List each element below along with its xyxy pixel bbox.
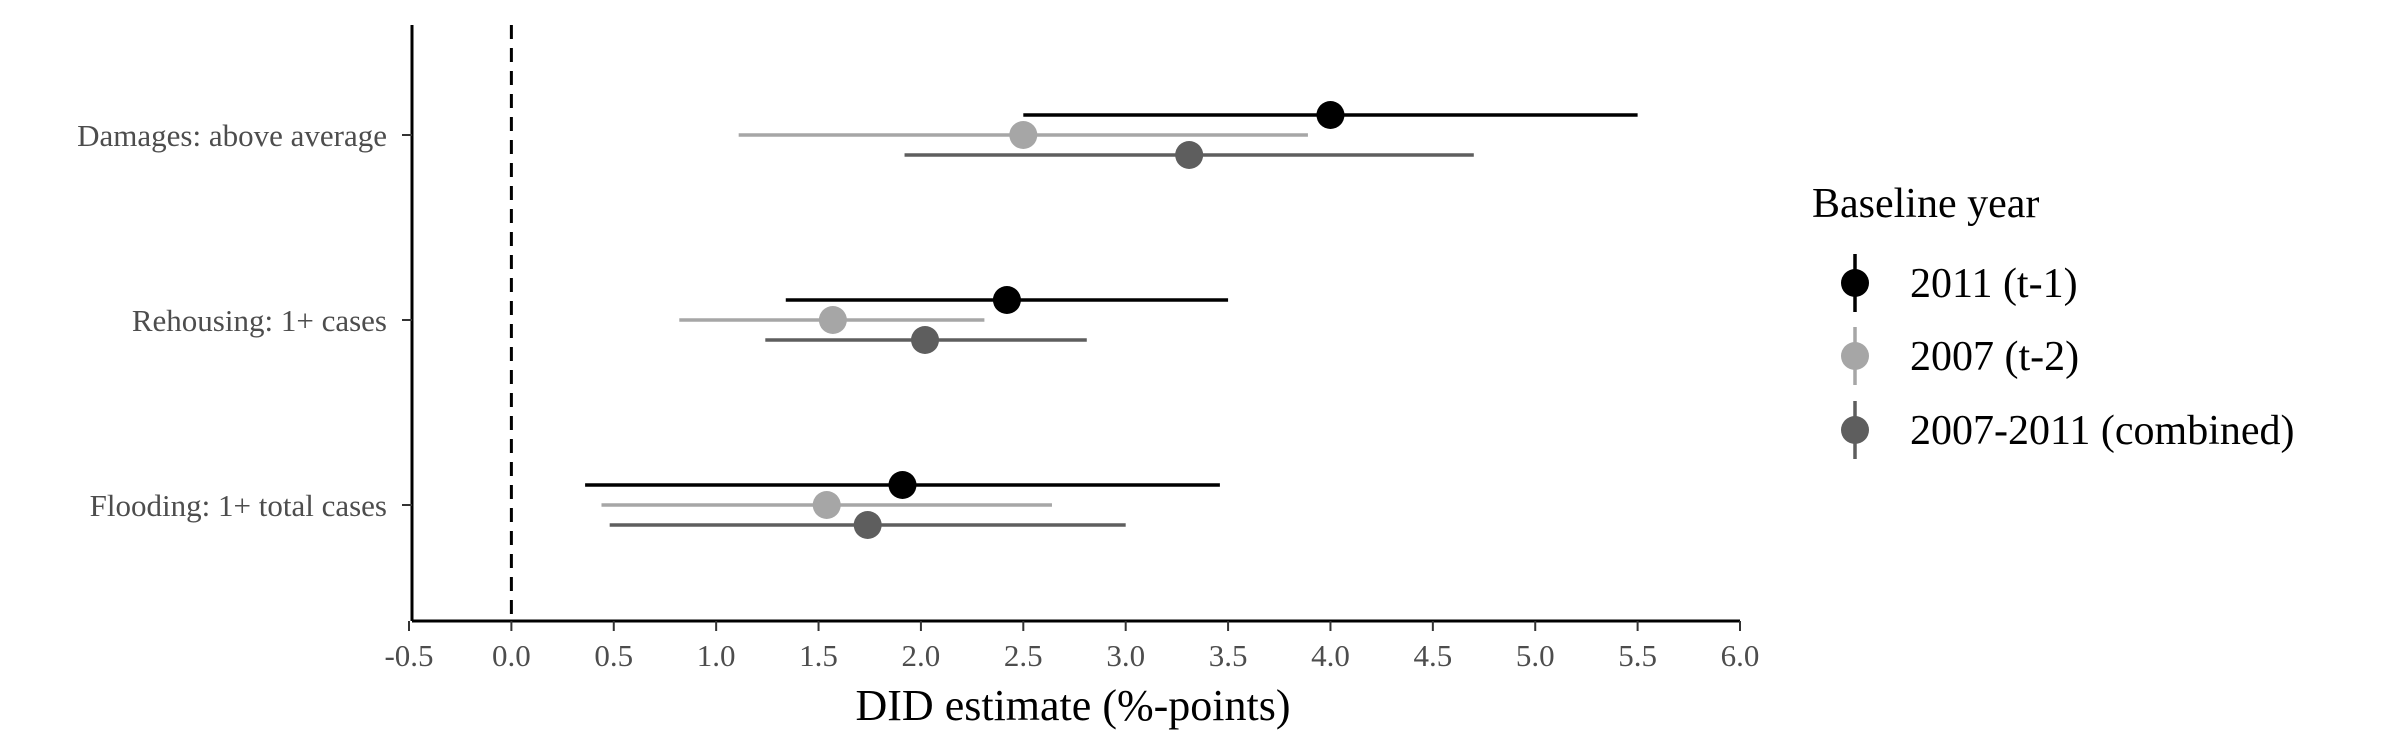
y-axis-ticks: Damages: above average Rehousing: 1+ case…: [77, 118, 412, 523]
point-estimate: [818, 306, 847, 334]
legend-label: 2007-2011 (combined): [1910, 408, 2295, 454]
legend-title: Baseline year: [1812, 181, 2039, 227]
x-tick-label: 1.0: [697, 638, 736, 673]
point-estimate: [853, 511, 882, 539]
x-tick-label: 6.0: [1721, 638, 1760, 673]
legend-label: 2007 (t-2): [1910, 334, 2079, 380]
point-estimate: [1175, 141, 1204, 169]
category-label: Damages: above average: [77, 118, 387, 153]
point-estimate: [911, 326, 940, 354]
x-tick-label: 4.0: [1311, 638, 1350, 673]
x-tick-label: 3.0: [1106, 638, 1145, 673]
category-label: Flooding: 1+ total cases: [90, 488, 387, 523]
x-tick-label: 1.5: [799, 638, 838, 673]
x-axis-title: DID estimate (%-points): [856, 681, 1291, 730]
x-tick-label: 4.5: [1413, 638, 1452, 673]
x-axis-ticks: -0.5 0.0 0.5 1.0 1.5 2.0 2.5 3.0 3.5 4.0 4.5 5.0 5.5…: [384, 621, 1759, 673]
point-estimate: [1316, 101, 1345, 129]
legend: Baseline year 2011 (t-1) 2007 (t-2) 2007-2…: [1812, 181, 2295, 459]
point-estimate: [888, 471, 917, 499]
x-tick-label: 0.5: [594, 638, 633, 673]
x-tick-label: 2.0: [902, 638, 941, 673]
x-tick-label: 0.0: [492, 638, 531, 673]
x-tick-label: 3.5: [1209, 638, 1248, 673]
legend-key-point: [1841, 342, 1869, 370]
legend-key-point: [1841, 269, 1869, 297]
x-tick-label: 2.5: [1004, 638, 1043, 673]
point-estimate: [812, 491, 841, 519]
x-tick-label: -0.5: [384, 638, 433, 673]
x-tick-label: 5.5: [1618, 638, 1657, 673]
point-estimate: [992, 286, 1021, 314]
legend-label: 2011 (t-1): [1910, 261, 2078, 307]
category-label: Rehousing: 1+ cases: [132, 303, 387, 338]
legend-key-point: [1841, 416, 1869, 444]
chart-marks: [585, 101, 1638, 539]
point-estimate: [1009, 121, 1038, 149]
plot-area: -0.5 0.0 0.5 1.0 1.5 2.0 2.5 3.0 3.5 4.0 4.5 5.0 5.5…: [77, 25, 1759, 673]
x-tick-label: 5.0: [1516, 638, 1555, 673]
